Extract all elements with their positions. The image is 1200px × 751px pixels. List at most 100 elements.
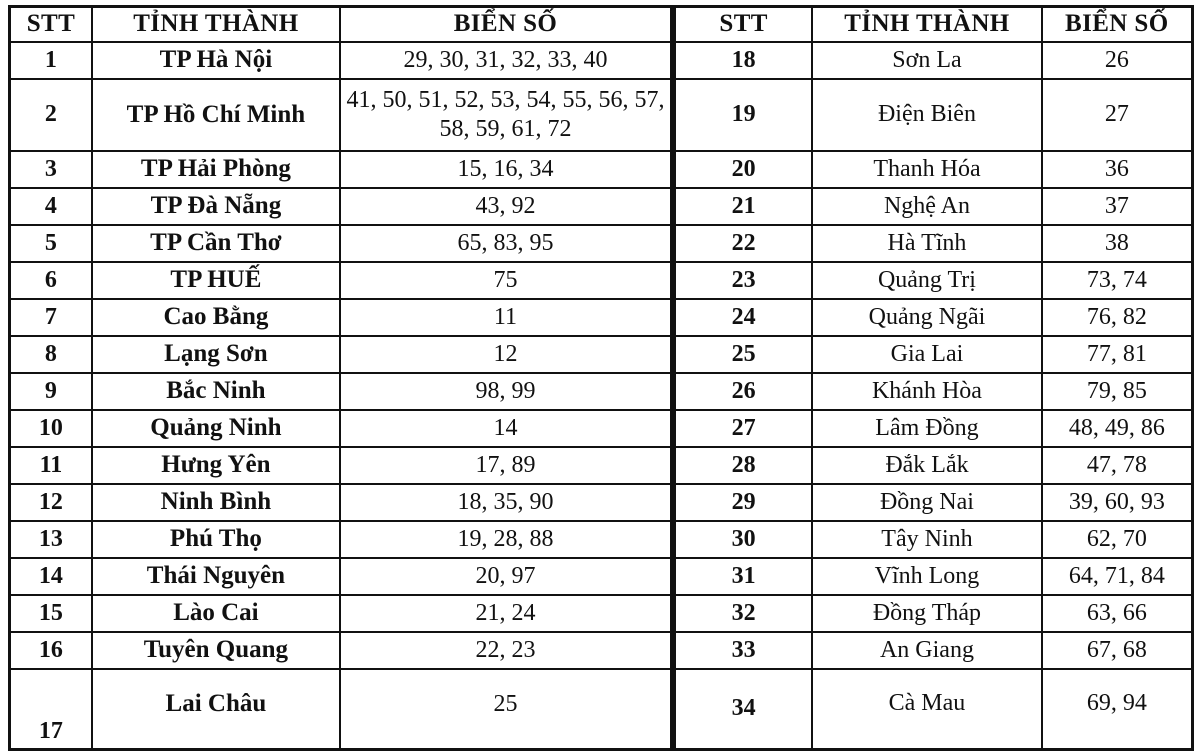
cell-stt: 13 [8,520,93,559]
cell-province: Sơn La [811,41,1043,80]
tables-container: STT TỈNH THÀNH BIỂN SỐ 1 TP Hà Nội 29, 30,… [8,5,1194,751]
table-row: 6 TP HUẾ 75 [8,261,673,300]
table-row: 1 TP Hà Nội 29, 30, 31, 32, 33, 40 [8,41,673,80]
cell-plate-numbers: 18, 35, 90 [338,483,673,522]
cell-plate-numbers: 14 [338,409,673,448]
table-row: 13 Phú Thọ 19, 28, 88 [8,520,673,559]
cell-plate-numbers: 41, 50, 51, 52, 53, 54, 55, 56, 57, 58, … [338,78,673,152]
cell-province: Phú Thọ [90,520,341,559]
cell-province: Ninh Bình [90,483,341,522]
table-row: 17 Lai Châu 25 [8,668,673,751]
table-body-left: 1 TP Hà Nội 29, 30, 31, 32, 33, 40 2 TP Hồ C… [8,41,673,751]
cell-stt: 29 [673,483,814,522]
column-header-plate: BIỂN SỐ [338,5,673,43]
cell-plate-numbers: 48, 49, 86 [1040,409,1194,448]
cell-stt: 18 [673,41,814,80]
cell-plate-numbers: 73, 74 [1040,261,1194,300]
cell-stt: 8 [8,335,93,374]
cell-province: Thái Nguyên [90,557,341,596]
license-plate-table-right: STT TỈNH THÀNH BIỂN SỐ 18 Sơn La 26 19 Điện … [673,5,1194,751]
cell-stt: 32 [673,594,814,633]
cell-province: Điện Biên [811,78,1043,152]
cell-plate-numbers: 76, 82 [1040,298,1194,337]
cell-province: Tuyên Quang [90,631,341,670]
cell-plate-numbers: 43, 92 [338,187,673,226]
cell-plate-numbers: 19, 28, 88 [338,520,673,559]
cell-stt: 20 [673,150,814,189]
table-row: 30 Tây Ninh 62, 70 [673,520,1194,559]
cell-plate-numbers: 62, 70 [1040,520,1194,559]
cell-stt: 33 [673,631,814,670]
cell-plate-numbers: 27 [1040,78,1194,152]
cell-province: Hưng Yên [90,446,341,485]
cell-plate-numbers: 65, 83, 95 [338,224,673,263]
table-row: 16 Tuyên Quang 22, 23 [8,631,673,670]
cell-plate-numbers: 67, 68 [1040,631,1194,670]
cell-province: Quảng Ngãi [811,298,1043,337]
cell-province: Thanh Hóa [811,150,1043,189]
cell-province: An Giang [811,631,1043,670]
cell-plate-numbers: 79, 85 [1040,372,1194,411]
cell-stt: 27 [673,409,814,448]
table-row: 33 An Giang 67, 68 [673,631,1194,670]
cell-province: Tây Ninh [811,520,1043,559]
cell-plate-numbers: 64, 71, 84 [1040,557,1194,596]
table-row: 14 Thái Nguyên 20, 97 [8,557,673,596]
cell-stt: 1 [8,41,93,80]
cell-stt: 25 [673,335,814,374]
table-row: 24 Quảng Ngãi 76, 82 [673,298,1194,337]
cell-province: Nghệ An [811,187,1043,226]
table-row: 9 Bắc Ninh 98, 99 [8,372,673,411]
cell-province: Đắk Lắk [811,446,1043,485]
cell-province: Lai Châu [90,668,341,751]
cell-plate-numbers: 36 [1040,150,1194,189]
cell-plate-numbers: 38 [1040,224,1194,263]
cell-stt: 5 [8,224,93,263]
cell-plate-numbers: 75 [338,261,673,300]
cell-stt: 12 [8,483,93,522]
table-row: 22 Hà Tĩnh 38 [673,224,1194,263]
cell-province: Vĩnh Long [811,557,1043,596]
table-header-row: STT TỈNH THÀNH BIỂN SỐ [8,5,673,43]
cell-plate-numbers: 12 [338,335,673,374]
table-row: 5 TP Cần Thơ 65, 83, 95 [8,224,673,263]
cell-plate-numbers: 11 [338,298,673,337]
table-row: 15 Lào Cai 21, 24 [8,594,673,633]
table-row: 32 Đồng Tháp 63, 66 [673,594,1194,633]
cell-province: Đồng Tháp [811,594,1043,633]
cell-province: Quảng Trị [811,261,1043,300]
cell-province: Bắc Ninh [90,372,341,411]
table-body-right: 18 Sơn La 26 19 Điện Biên 27 20 Thanh Hóa 36 21 Ng… [673,41,1194,751]
table-row: 19 Điện Biên 27 [673,78,1194,152]
table-row: 34 Cà Mau 69, 94 [673,668,1194,751]
cell-plate-numbers: 69, 94 [1040,668,1194,751]
cell-stt: 24 [673,298,814,337]
table-row: 18 Sơn La 26 [673,41,1194,80]
cell-province: TP HUẾ [90,261,341,300]
cell-plate-numbers: 15, 16, 34 [338,150,673,189]
cell-province: Đồng Nai [811,483,1043,522]
cell-stt: 14 [8,557,93,596]
cell-province: TP Cần Thơ [90,224,341,263]
cell-plate-numbers: 39, 60, 93 [1040,483,1194,522]
cell-stt: 28 [673,446,814,485]
cell-plate-numbers: 47, 78 [1040,446,1194,485]
cell-plate-numbers: 37 [1040,187,1194,226]
cell-plate-numbers: 25 [338,668,673,751]
cell-province: Quảng Ninh [90,409,341,448]
cell-stt: 19 [673,78,814,152]
table-row: 28 Đắk Lắk 47, 78 [673,446,1194,485]
cell-province: Gia Lai [811,335,1043,374]
table-row: 27 Lâm Đồng 48, 49, 86 [673,409,1194,448]
cell-stt: 30 [673,520,814,559]
cell-stt: 2 [8,78,93,152]
table-row: 12 Ninh Bình 18, 35, 90 [8,483,673,522]
table-row: 7 Cao Bằng 11 [8,298,673,337]
column-header-stt: STT [673,5,814,43]
table-row: 26 Khánh Hòa 79, 85 [673,372,1194,411]
cell-plate-numbers: 29, 30, 31, 32, 33, 40 [338,41,673,80]
table-row: 31 Vĩnh Long 64, 71, 84 [673,557,1194,596]
column-header-plate: BIỂN SỐ [1040,5,1194,43]
cell-plate-numbers: 17, 89 [338,446,673,485]
cell-stt: 23 [673,261,814,300]
